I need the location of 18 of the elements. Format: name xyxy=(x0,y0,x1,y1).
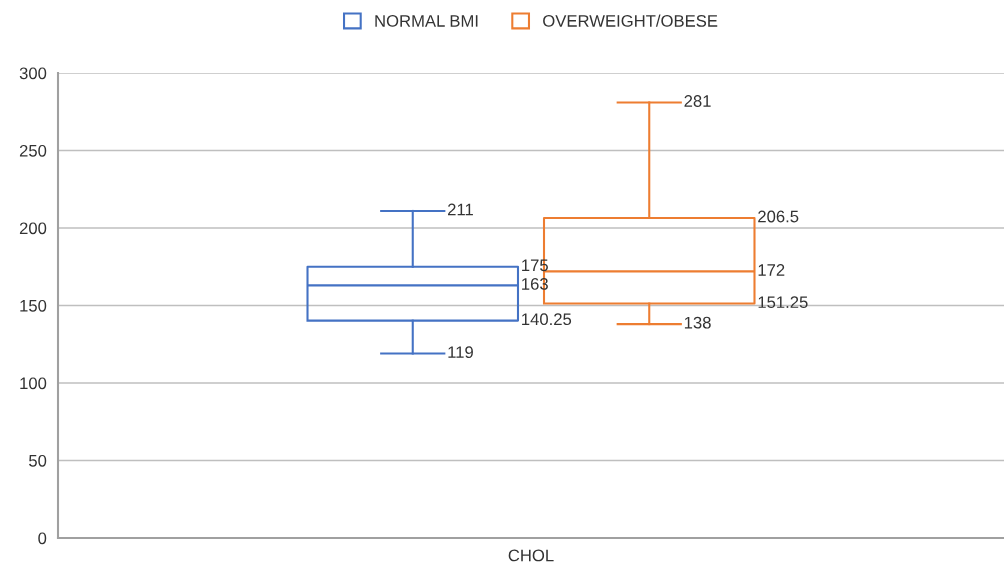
text: 151.25 xyxy=(758,296,808,309)
text: 138 xyxy=(684,316,711,329)
y-tick-label: 250 xyxy=(19,144,47,157)
text: 206.5 xyxy=(758,210,799,223)
y-tick-label: 50 xyxy=(29,454,47,467)
y-tick-label: 100 xyxy=(20,377,47,390)
text: 119 xyxy=(448,346,473,359)
y-tick-label: 150 xyxy=(20,299,47,312)
text: 172 xyxy=(758,264,785,276)
text: 140.25 xyxy=(522,313,572,326)
text: 211 xyxy=(448,203,473,216)
y-tick-label: 0 xyxy=(38,532,47,545)
y-tick-label: 300 xyxy=(19,67,47,80)
x-tick-label: CHOL xyxy=(508,549,554,562)
legend-label: NORMAL BMI xyxy=(375,15,478,27)
text: 281 xyxy=(684,95,711,107)
legend-label: OVERWEIGHT/OBESE xyxy=(543,14,718,27)
y-tick-label: 200 xyxy=(19,222,47,235)
